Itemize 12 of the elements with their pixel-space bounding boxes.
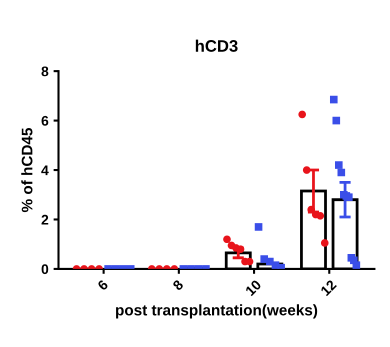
y-tick-label: 6 bbox=[42, 116, 48, 126]
x-axis-title: post transplantation(weeks) bbox=[116, 304, 318, 319]
x-tick-label: 10 bbox=[244, 279, 262, 296]
x-tick-label: 8 bbox=[172, 279, 184, 292]
x-tick-label: 6 bbox=[96, 279, 109, 291]
y-axis-title: % of hCD45 bbox=[21, 128, 32, 212]
x-tick-label: 12 bbox=[320, 279, 337, 296]
y-tick-label: 2 bbox=[42, 214, 48, 225]
y-tick-label: 0 bbox=[42, 264, 48, 274]
chart-title: hCD3 bbox=[196, 40, 238, 52]
y-tick-label: 4 bbox=[41, 166, 49, 176]
y-tick-label: 8 bbox=[41, 66, 48, 76]
